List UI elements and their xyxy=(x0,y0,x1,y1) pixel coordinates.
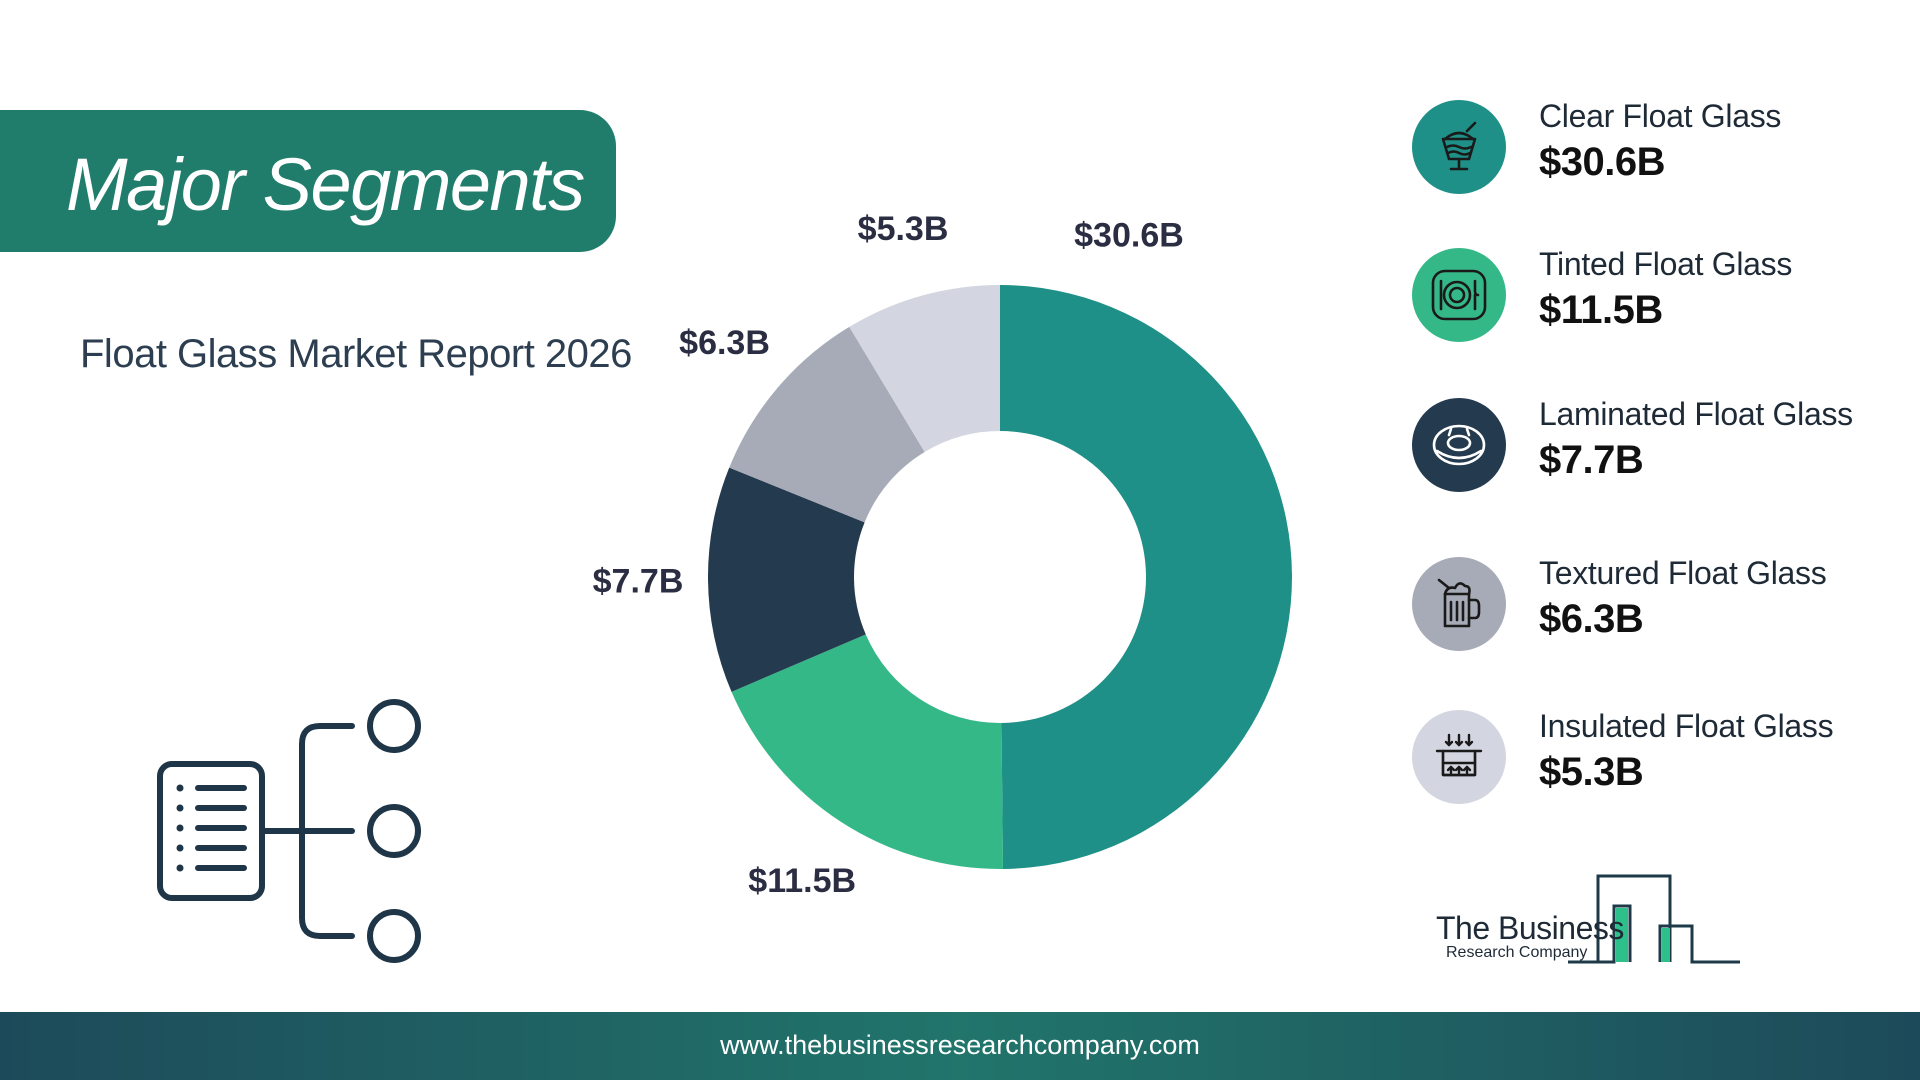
legend-swatch xyxy=(1412,557,1506,651)
donut-slice-2 xyxy=(731,634,1003,870)
legend-value: $5.3B xyxy=(1539,750,1644,794)
legend-swatch xyxy=(1412,100,1506,194)
logo-text-primary: The Business xyxy=(1436,910,1624,946)
insulation-box-icon xyxy=(1435,733,1483,777)
logo-text-secondary: Research Company xyxy=(1446,944,1588,961)
legend-label: Textured Float Glass xyxy=(1539,555,1827,591)
legend-value: $11.5B xyxy=(1539,288,1663,332)
legend-value: $6.3B xyxy=(1539,597,1644,641)
donut-label-2: $11.5B xyxy=(748,862,856,900)
legend-item-laminated: Laminated Float Glass $7.7B xyxy=(1412,396,1892,498)
legend-label: Laminated Float Glass xyxy=(1539,396,1853,432)
donut-label-5: $5.3B xyxy=(858,210,949,248)
donut-label-3: $7.7B xyxy=(593,563,684,601)
donut-ring-icon xyxy=(1432,424,1486,466)
report-subtitle: Float Glass Market Report 2026 xyxy=(80,332,632,376)
title-banner: Major Segments xyxy=(0,110,616,252)
legend-label: Tinted Float Glass xyxy=(1539,246,1793,282)
legend-item-tinted: Tinted Float Glass $11.5B xyxy=(1412,246,1892,348)
donut-slices xyxy=(708,285,1292,870)
donut-slice-1 xyxy=(1000,285,1292,869)
legend-swatch xyxy=(1412,398,1506,492)
legend-swatch xyxy=(1412,248,1506,342)
footer-bar: www.thebusinessresearchcompany.com xyxy=(0,1012,1920,1080)
donut-label-4: $6.3B xyxy=(679,324,770,362)
page-title: Major Segments xyxy=(66,143,585,226)
logo-buildings-icon xyxy=(1568,874,1740,964)
company-logo: The Business Research Company xyxy=(1430,870,1750,970)
donut-slice-5 xyxy=(849,285,1000,452)
plate-cutlery-icon xyxy=(1431,269,1487,321)
donut-labels: $30.6B $11.5B $7.7B $6.3B $5.3B xyxy=(593,210,1184,900)
legend-label: Clear Float Glass xyxy=(1539,98,1782,134)
legend-item-textured: Textured Float Glass $6.3B xyxy=(1412,555,1892,657)
donut-slice-4 xyxy=(729,326,925,523)
hierarchy-list-icon xyxy=(157,699,421,963)
sundae-glass-icon xyxy=(1441,121,1477,171)
legend-item-clear: Clear Float Glass $30.6B xyxy=(1412,98,1892,200)
mug-drink-icon xyxy=(1437,578,1481,628)
legend-swatch xyxy=(1412,710,1506,804)
legend-label: Insulated Float Glass xyxy=(1539,708,1834,744)
donut-chart: $30.6B $11.5B $7.7B $6.3B $5.3B xyxy=(593,210,1292,900)
legend-value: $30.6B xyxy=(1539,140,1665,184)
legend-value: $7.7B xyxy=(1539,438,1644,482)
legend-item-insulated: Insulated Float Glass $5.3B xyxy=(1412,708,1892,810)
website-link[interactable]: www.thebusinessresearchcompany.com xyxy=(720,1030,1200,1060)
donut-slice-3 xyxy=(708,467,866,692)
donut-label-1: $30.6B xyxy=(1074,216,1184,254)
